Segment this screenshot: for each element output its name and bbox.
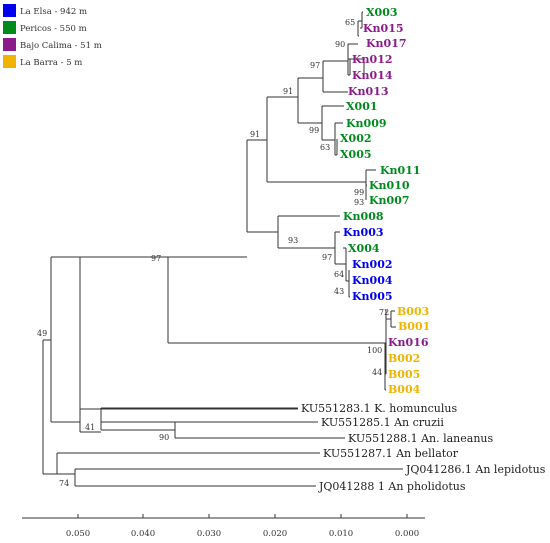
branch bbox=[174, 421, 345, 439]
tip-label: X003 bbox=[366, 6, 398, 19]
tip-label: Kn008 bbox=[343, 210, 384, 223]
legend-swatch-pericos bbox=[3, 21, 16, 34]
branch bbox=[390, 310, 396, 328]
branch bbox=[266, 96, 366, 183]
scale-tick-label: 0.040 bbox=[131, 529, 155, 539]
tip-label: Kn017 bbox=[366, 37, 407, 50]
bootstrap-value: 44 bbox=[372, 368, 382, 377]
branch bbox=[79, 256, 168, 409]
branch bbox=[384, 343, 386, 391]
bootstrap-value: 64 bbox=[334, 270, 344, 279]
tip-label: Kn011 bbox=[380, 164, 421, 177]
bootstrap-value: 90 bbox=[335, 40, 345, 49]
tip-label: JQ041286.1 An lepidotus bbox=[405, 463, 546, 476]
bootstrap-value: 49 bbox=[37, 329, 47, 338]
tip-label: Kn009 bbox=[346, 117, 387, 130]
bootstrap-value: 100 bbox=[367, 346, 382, 355]
legend-label-la-elsa: La Elsa - 942 m bbox=[20, 7, 87, 17]
legend-swatch-la-barra bbox=[3, 55, 16, 68]
branch bbox=[42, 339, 57, 475]
tip-label: KU551288.1 An. laneanus bbox=[348, 432, 493, 445]
branch bbox=[50, 256, 80, 423]
tip-labels: X003 Kn015 Kn017 Kn012 Kn014 Kn013 X001 … bbox=[301, 6, 546, 493]
tip-label: Kn016 bbox=[388, 336, 429, 349]
tip-label: Kn002 bbox=[352, 258, 393, 271]
bootstrap-value: 97 bbox=[322, 253, 332, 262]
bootstrap-value: 65 bbox=[345, 18, 355, 27]
branch bbox=[277, 215, 340, 249]
tip-label: X004 bbox=[348, 242, 380, 255]
bootstrap-values: 65 90 97 91 99 63 91 99 93 93 97 64 43 9… bbox=[37, 18, 389, 488]
branch bbox=[360, 11, 363, 29]
tip-label: Kn004 bbox=[352, 274, 393, 287]
bootstrap-value: 97 bbox=[310, 61, 320, 70]
tip-label: KU551283.1 K. homunculus bbox=[301, 402, 457, 415]
branch bbox=[357, 20, 362, 37]
branch bbox=[322, 60, 348, 93]
tip-label: X002 bbox=[340, 132, 372, 145]
tip-label: JQ041288 1 An pholidotus bbox=[318, 480, 466, 493]
bootstrap-value: 90 bbox=[159, 433, 169, 442]
tip-label: Kn012 bbox=[352, 53, 393, 66]
branch bbox=[385, 310, 391, 374]
tip-label: KU551285.1 An cruzii bbox=[321, 416, 444, 429]
tip-label: B003 bbox=[397, 305, 429, 318]
branch bbox=[321, 105, 344, 141]
bootstrap-value: 99 bbox=[354, 188, 364, 197]
scale-tick-label: 0.000 bbox=[395, 529, 419, 539]
branch bbox=[100, 407, 298, 431]
branch bbox=[167, 256, 386, 344]
bootstrap-value: 72 bbox=[379, 308, 389, 317]
tip-label: Kn007 bbox=[369, 194, 410, 207]
branch bbox=[74, 468, 403, 487]
tip-label: Kn005 bbox=[352, 290, 393, 303]
tip-label: B001 bbox=[398, 320, 430, 333]
tip-label: X001 bbox=[346, 100, 378, 113]
bootstrap-value: 91 bbox=[283, 87, 293, 96]
distance-scale: 0.050 0.040 0.030 0.020 0.010 0.000 bbox=[22, 514, 425, 539]
bootstrap-value: 41 bbox=[85, 423, 95, 432]
tip-label: X005 bbox=[340, 148, 372, 161]
branch bbox=[56, 452, 320, 475]
scale-tick-label: 0.050 bbox=[66, 529, 90, 539]
branch bbox=[347, 43, 364, 76]
tip-label: Kn015 bbox=[363, 22, 404, 35]
tip-label: Kn013 bbox=[348, 85, 389, 98]
branch bbox=[246, 139, 278, 233]
tip-label: B005 bbox=[388, 368, 420, 381]
bootstrap-value: 93 bbox=[288, 236, 298, 245]
legend-label-pericos: Pericos - 550 m bbox=[20, 24, 87, 34]
branch bbox=[348, 270, 350, 298]
bootstrap-value: 43 bbox=[334, 287, 344, 296]
legend-label-la-barra: La Barra - 5 m bbox=[20, 58, 82, 68]
legend: La Elsa - 942 m Pericos - 550 m Bajo Cal… bbox=[3, 4, 102, 68]
scale-tick-label: 0.030 bbox=[197, 529, 221, 539]
scale-tick-label: 0.010 bbox=[329, 529, 353, 539]
bootstrap-value: 91 bbox=[250, 130, 260, 139]
branch bbox=[79, 408, 298, 433]
tip-label: Kn010 bbox=[369, 179, 410, 192]
bootstrap-value: 99 bbox=[309, 126, 319, 135]
tip-label: Kn003 bbox=[343, 226, 384, 239]
legend-swatch-la-elsa bbox=[3, 4, 16, 17]
bootstrap-value: 63 bbox=[320, 143, 330, 152]
tip-label: B004 bbox=[388, 383, 421, 396]
branch bbox=[297, 77, 323, 124]
tree-branches bbox=[42, 11, 403, 487]
tip-label: B002 bbox=[388, 352, 420, 365]
tip-label: KU551287.1 An bellator bbox=[323, 447, 459, 460]
branch bbox=[334, 231, 346, 265]
bootstrap-value: 93 bbox=[354, 198, 364, 207]
tip-label: Kn014 bbox=[352, 69, 393, 82]
bootstrap-value: 97 bbox=[151, 254, 161, 263]
legend-swatch-bajo-calima bbox=[3, 38, 16, 51]
bootstrap-value: 74 bbox=[59, 479, 69, 488]
scale-tick-label: 0.020 bbox=[263, 529, 287, 539]
branch bbox=[365, 184, 367, 200]
legend-label-bajo-calima: Bajo Calima - 51 m bbox=[20, 41, 102, 51]
